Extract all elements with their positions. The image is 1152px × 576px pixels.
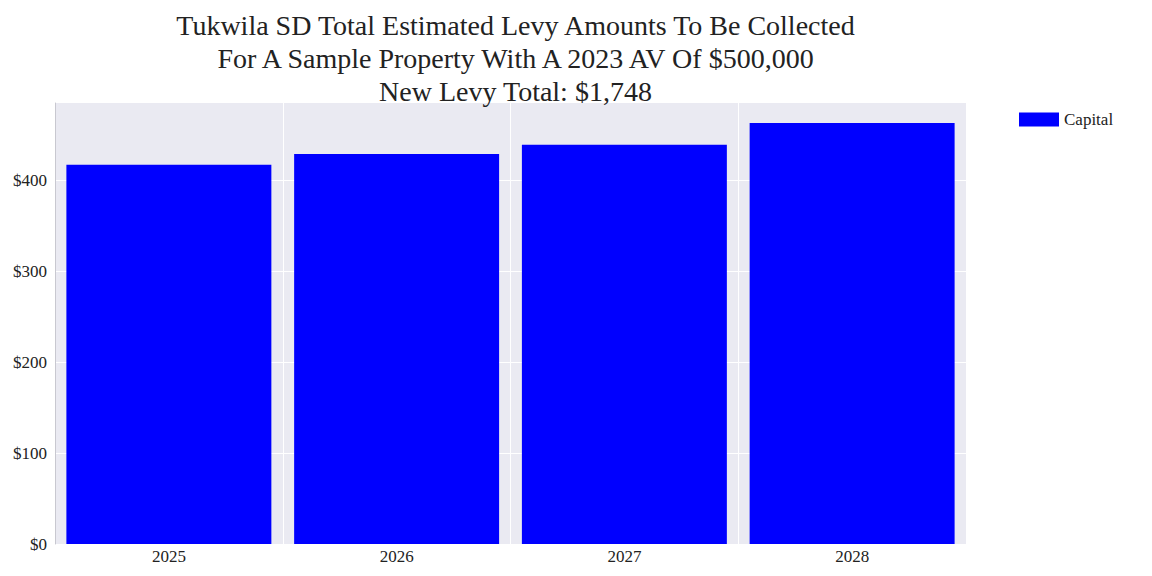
- svg-text:$200: $200: [13, 353, 47, 372]
- svg-text:New Levy Total: $1,748: New Levy Total: $1,748: [379, 76, 652, 107]
- svg-text:$300: $300: [13, 262, 47, 281]
- svg-text:Capital: Capital: [1064, 110, 1113, 129]
- svg-text:For A Sample Property With A 2: For A Sample Property With A 2023 AV Of …: [217, 43, 813, 74]
- svg-text:2027: 2027: [607, 547, 642, 566]
- svg-text:$0: $0: [30, 535, 47, 554]
- svg-text:$400: $400: [13, 171, 47, 190]
- svg-text:2026: 2026: [380, 547, 414, 566]
- svg-text:$100: $100: [13, 444, 47, 463]
- svg-text:2025: 2025: [152, 547, 186, 566]
- svg-text:Tukwila SD Total Estimated Lev: Tukwila SD Total Estimated Levy Amounts …: [176, 10, 854, 41]
- svg-text:2028: 2028: [835, 547, 869, 566]
